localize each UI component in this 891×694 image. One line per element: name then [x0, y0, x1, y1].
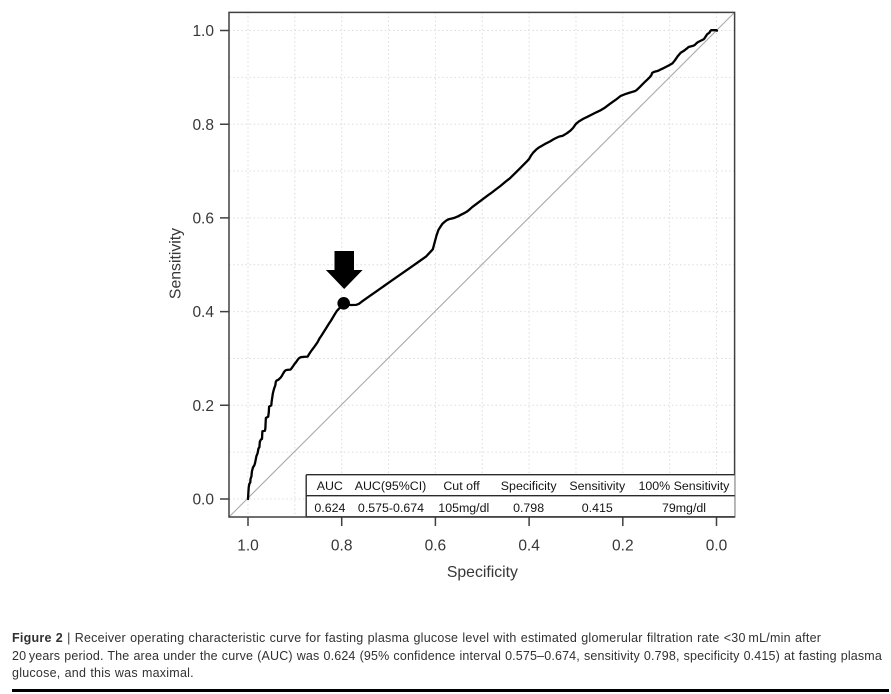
svg-text:0.6: 0.6	[192, 211, 214, 228]
svg-text:0.575-0.674: 0.575-0.674	[358, 501, 424, 515]
svg-text:0.4: 0.4	[518, 538, 540, 555]
svg-text:0.798: 0.798	[513, 501, 544, 515]
svg-text:Specificity: Specificity	[501, 479, 558, 493]
svg-text:0.624: 0.624	[314, 501, 345, 515]
svg-text:0.2: 0.2	[612, 538, 634, 555]
svg-text:0.6: 0.6	[425, 538, 447, 555]
svg-text:0.0: 0.0	[706, 538, 728, 555]
svg-text:1.0: 1.0	[237, 538, 259, 555]
svg-text:Specificity: Specificity	[447, 564, 518, 581]
svg-text:105mg/dl: 105mg/dl	[438, 501, 489, 515]
svg-text:0.0: 0.0	[192, 492, 214, 509]
svg-text:0.4: 0.4	[192, 304, 214, 321]
svg-text:0.2: 0.2	[192, 398, 214, 415]
svg-text:Sensitivity: Sensitivity	[168, 228, 185, 299]
svg-text:Cut off: Cut off	[443, 479, 480, 493]
svg-text:0.8: 0.8	[331, 538, 353, 555]
svg-text:AUC: AUC	[317, 479, 343, 493]
svg-text:1.0: 1.0	[192, 23, 214, 40]
svg-text:100% Sensitivity: 100% Sensitivity	[638, 479, 730, 493]
svg-text:0.8: 0.8	[192, 117, 214, 134]
svg-text:0.415: 0.415	[582, 501, 613, 515]
svg-text:79mg/dl: 79mg/dl	[662, 501, 706, 515]
svg-text:Sensitivity: Sensitivity	[569, 479, 626, 493]
svg-text:AUC(95%CI): AUC(95%CI)	[355, 479, 427, 493]
